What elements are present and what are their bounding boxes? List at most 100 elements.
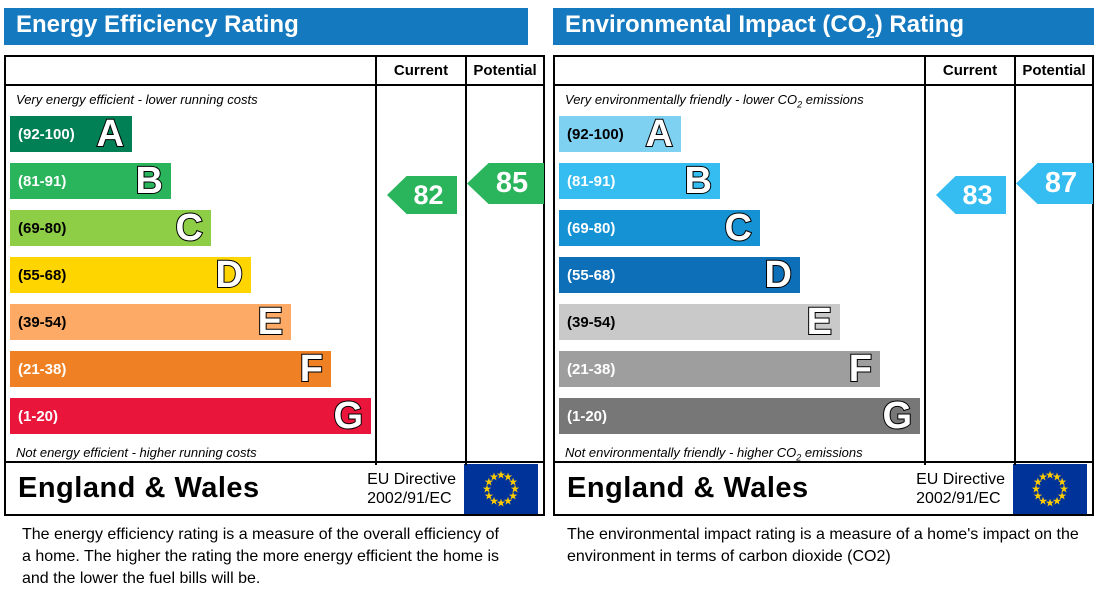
band-bar-c: (69-80) C [559, 208, 760, 248]
band-row-d: (55-68) D [559, 254, 924, 296]
band-row-e: (39-54) E [559, 301, 924, 343]
band-letter-label: B [135, 160, 164, 202]
band-range-label: (21-38) [18, 360, 67, 378]
band-row-a: (92-100) A [10, 113, 375, 155]
top-caption: Very energy efficient - lower running co… [16, 92, 258, 107]
potential-rating-arrow: 85 [467, 163, 544, 204]
eu-directive-label: EU Directive 2002/91/EC [367, 470, 464, 508]
current-rating-value: 82 [413, 179, 444, 210]
band-range-label: (69-80) [18, 219, 67, 237]
current-rating-value: 83 [962, 179, 993, 210]
band-letter-label: F [299, 348, 324, 390]
environmental-rating-table: Current Potential Very environmentally f… [553, 55, 1094, 516]
potential-rating-value: 85 [495, 167, 529, 199]
band-row-g: (1-20) G [559, 395, 924, 437]
eu-directive-line2: 2002/91/EC [367, 489, 452, 507]
top-caption: Very environmentally friendly - lower CO… [565, 92, 864, 110]
potential-rating-value: 87 [1044, 167, 1078, 199]
current-rating-arrow: 83 [936, 176, 1006, 214]
current-column-cell: 83 [924, 86, 1014, 465]
current-rating-arrow: 82 [387, 176, 457, 214]
band-range-label: (55-68) [567, 266, 616, 284]
band-range-label: (81-91) [18, 172, 67, 190]
eu-directive-line1: EU Directive [367, 470, 456, 488]
band-range-label: (81-91) [567, 172, 616, 190]
eu-directive-line2: 2002/91/EC [916, 489, 1001, 507]
band-letter-label: G [881, 395, 913, 437]
table-footer-row: England & Wales EU Directive 2002/91/EC [6, 461, 543, 514]
band-letter-label: B [684, 160, 713, 202]
table-footer-row: England & Wales EU Directive 2002/91/EC [555, 461, 1092, 514]
band-range-label: (1-20) [567, 407, 608, 425]
band-row-b: (81-91) B [10, 160, 375, 202]
eu-flag-icon [1013, 463, 1087, 514]
current-column-cell: 82 [375, 86, 465, 465]
band-bar-f: (21-38) F [559, 348, 880, 390]
band-range-label: (55-68) [18, 266, 67, 284]
band-bar-b: (81-91) B [10, 160, 171, 202]
band-row-g: (1-20) G [10, 395, 375, 437]
potential-rating-arrow: 87 [1016, 163, 1093, 204]
environmental-impact-panel: Environmental Impact (CO2) Rating Curren… [553, 4, 1094, 590]
band-row-e: (39-54) E [10, 301, 375, 343]
band-letter-label: G [332, 395, 364, 437]
current-column-header: Current [375, 57, 465, 84]
environmental-chart-body: Very environmentally friendly - lower CO… [555, 86, 1093, 465]
band-letter-label: A [645, 113, 674, 155]
band-row-a: (92-100) A [559, 113, 924, 155]
band-letter-label: E [806, 301, 833, 343]
bottom-caption: Not energy efficient - higher running co… [16, 445, 257, 460]
potential-column-cell: 87 [1014, 86, 1093, 465]
band-bar-c: (69-80) C [10, 207, 211, 249]
table-header-row: Current Potential [555, 57, 1092, 86]
band-bar-d: (55-68) D [10, 254, 251, 296]
band-letter-label: D [215, 254, 244, 296]
band-range-label: (21-38) [567, 360, 616, 378]
epc-charts-page: Energy Efficiency Rating Current Potenti… [4, 4, 1094, 590]
potential-column-header: Potential [1014, 57, 1092, 84]
band-area: Very energy efficient - lower running co… [6, 86, 375, 465]
band-bar-f: (21-38) F [10, 348, 331, 390]
band-letter-label: F [848, 348, 873, 390]
band-bar-b: (81-91) B [559, 160, 720, 202]
bands-container: (92-100) A (81-91) B (69-80) C (55-68) D (39-54)… [10, 113, 375, 437]
band-letter-label: C [175, 207, 204, 249]
panel-title: Energy Efficiency Rating [16, 11, 299, 39]
band-bar-e: (39-54) E [10, 301, 291, 343]
band-bar-a: (92-100) A [10, 113, 132, 155]
band-letter-label: A [96, 113, 125, 155]
band-row-f: (21-38) F [10, 348, 375, 390]
band-range-label: (39-54) [567, 313, 616, 331]
band-range-label: (92-100) [567, 125, 624, 143]
band-bar-a: (92-100) A [559, 113, 681, 155]
band-range-label: (1-20) [18, 407, 59, 425]
band-bar-g: (1-20) G [10, 395, 371, 437]
eu-directive-label: EU Directive 2002/91/EC [916, 470, 1013, 508]
current-column-header: Current [924, 57, 1014, 84]
band-column-header [555, 57, 924, 84]
band-row-f: (21-38) F [559, 348, 924, 390]
eu-flag-icon [464, 463, 538, 514]
band-area: Very environmentally friendly - lower CO… [555, 86, 924, 465]
table-header-row: Current Potential [6, 57, 543, 86]
band-letter-label: E [257, 301, 284, 343]
band-column-header [6, 57, 375, 84]
band-row-c: (69-80) C [10, 207, 375, 249]
environmental-rating-description: The environmental impact rating is a mea… [567, 526, 1079, 565]
region-label: England & Wales [567, 472, 809, 504]
potential-column-header: Potential [465, 57, 543, 84]
band-row-d: (55-68) D [10, 254, 375, 296]
bottom-caption: Not environmentally friendly - higher CO… [565, 445, 863, 463]
energy-rating-description: The energy efficiency rating is a measur… [22, 526, 500, 587]
band-bar-g: (1-20) G [559, 395, 920, 437]
eu-directive-line1: EU Directive [916, 470, 1005, 488]
band-row-b: (81-91) B [559, 160, 924, 202]
band-range-label: (69-80) [567, 219, 616, 237]
energy-chart-body: Very energy efficient - lower running co… [6, 86, 544, 465]
energy-efficiency-panel: Energy Efficiency Rating Current Potenti… [4, 4, 545, 590]
band-bar-e: (39-54) E [559, 301, 840, 343]
band-range-label: (39-54) [18, 313, 67, 331]
band-letter-label: D [764, 254, 793, 296]
environmental-impact-title-bar: Environmental Impact (CO2) Rating [553, 8, 1094, 45]
region-label: England & Wales [18, 472, 260, 504]
